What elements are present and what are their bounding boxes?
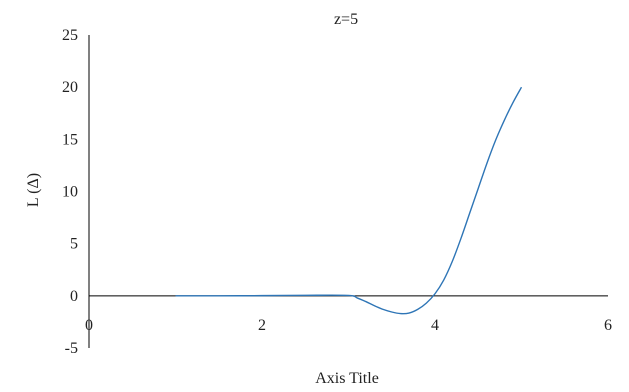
series-line [175,86,523,315]
x-tick-label: 4 [431,317,439,334]
y-tick-label: 20 [62,79,78,96]
x-tick-labels: 0 2 4 6 [85,317,612,334]
x-tick-label: 0 [85,317,93,334]
y-tick-label: 0 [70,288,78,305]
x-tick-label: 6 [604,317,612,334]
y-axis-title: L (Δ) [25,173,42,207]
y-tick-label: -5 [65,340,78,357]
y-tick-label: 10 [62,184,78,201]
chart-title: z=5 [334,11,358,28]
y-tick-label: 15 [62,131,78,148]
y-tick-labels: -5 0 5 10 15 20 25 [62,27,78,357]
series-layer [175,86,523,315]
x-axis-title: Axis Title [315,370,379,387]
x-tick-label: 2 [258,317,266,334]
y-tick-label: 5 [70,236,78,253]
y-tick-label: 25 [62,27,78,44]
